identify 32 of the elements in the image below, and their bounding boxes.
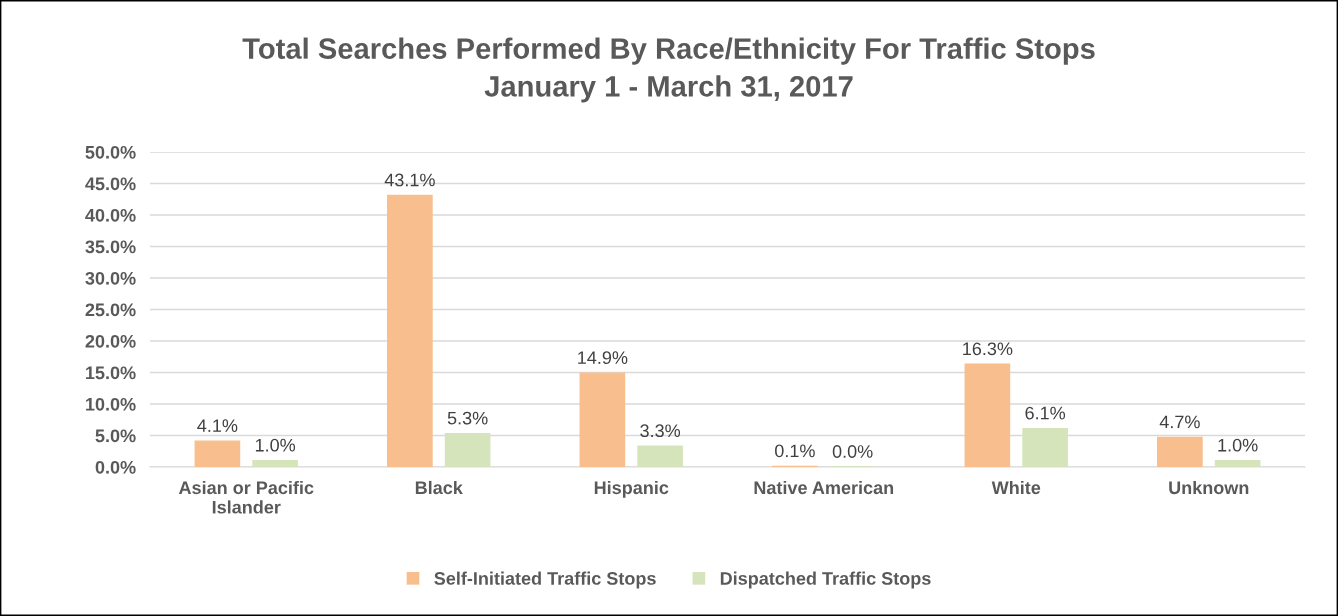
data-label: 0.0% bbox=[832, 445, 873, 458]
y-tick-label: 0.0% bbox=[95, 460, 136, 474]
legend-label: Self-Initiated Traffic Stops bbox=[434, 571, 656, 589]
y-tick-label: 5.0% bbox=[95, 429, 136, 443]
data-label: 1.0% bbox=[255, 438, 296, 452]
data-label: 4.7% bbox=[1159, 415, 1200, 429]
y-tick-label: 30.0% bbox=[85, 271, 136, 285]
data-label: 43.1% bbox=[384, 173, 435, 187]
y-tick-label: 35.0% bbox=[85, 240, 136, 254]
y-tick-label: 25.0% bbox=[85, 303, 136, 317]
data-label: 4.1% bbox=[197, 419, 238, 432]
y-tick-label: 50.0% bbox=[85, 145, 136, 159]
x-tick-label: Black bbox=[415, 480, 463, 495]
x-tick-label: Native American bbox=[754, 480, 894, 495]
y-tick-label: 10.0% bbox=[86, 397, 136, 411]
legend-label: Dispatched Traffic Stops bbox=[720, 571, 931, 589]
x-tick-label: Unknown bbox=[1169, 480, 1249, 495]
data-label: 0.1% bbox=[775, 444, 815, 458]
y-tick-label: 40.0% bbox=[85, 208, 136, 222]
data-label: 3.3% bbox=[640, 424, 681, 438]
x-tick-label: White bbox=[991, 480, 1041, 495]
y-tick-label: 45.0% bbox=[85, 177, 136, 191]
data-label: 1.0% bbox=[1218, 438, 1258, 452]
x-tick-label: Asian or Pacific Islander bbox=[178, 480, 314, 514]
data-label: 6.1% bbox=[1025, 406, 1066, 420]
data-label: 14.9% bbox=[578, 351, 628, 365]
data-label: 16.3% bbox=[963, 342, 1013, 356]
data-label: 5.3% bbox=[447, 411, 488, 425]
x-tick-label: Hispanic bbox=[594, 480, 669, 498]
y-tick-label: 20.0% bbox=[85, 334, 136, 348]
y-tick-label: 15.0% bbox=[86, 366, 136, 380]
chart-title: Total Searches Performed By Race/Ethnicity For Traffic Stops January 1 - March 31, 2017 bbox=[242, 37, 1095, 103]
